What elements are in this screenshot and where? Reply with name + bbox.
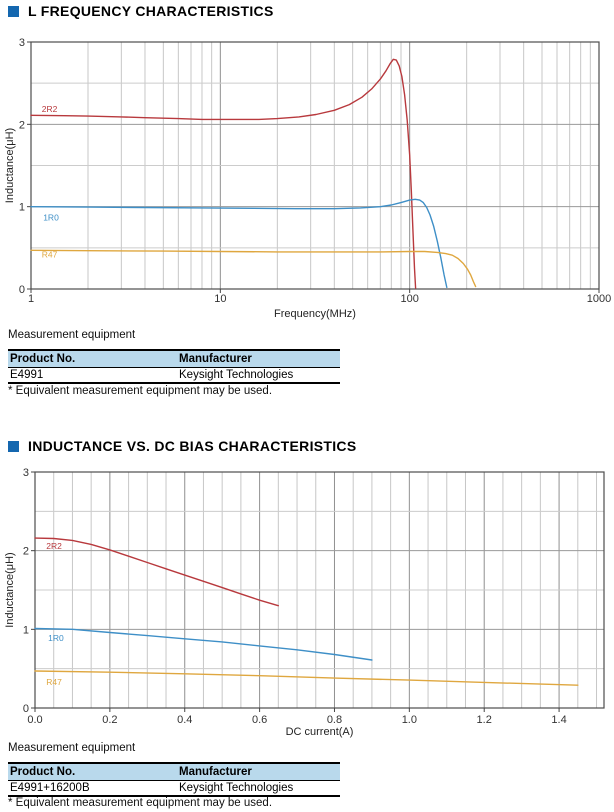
section-title-text: L FREQUENCY CHARACTERISTICS [28,3,274,19]
x-axis-title: DC current(A) [286,726,354,738]
column-header-product-no: Product No. [10,766,76,778]
y-tick-label: 2 [19,119,25,131]
manufacturer-cell: Keysight Technologies [179,782,294,794]
dc-bias-chart: 0 1 2 3 0.0 0.2 0.4 0.6 0.8 1.0 1.2 1.4 DC current(A… [4,467,605,738]
series-curve-2R2 [30,58,417,289]
x-tick-label: 100 [400,293,418,305]
table-row: E4991 Keysight Technologies [8,368,340,384]
x-tick-label: 0.6 [252,714,267,726]
series-label-R47: R47 [46,677,62,687]
column-header-product-no: Product No. [10,353,76,365]
plot-border [30,41,600,290]
series-label-2R2: 2R2 [46,541,62,551]
y-tick-label: 3 [23,467,29,479]
measurement-equipment-label: Measurement equipment [8,329,136,341]
product-no-cell: E4991+16200B [10,782,90,794]
plot-border [34,471,605,709]
x-tick-label: 1.0 [402,714,417,726]
equipment-footnote: * Equivalent measurement equipment may b… [8,385,273,397]
y-tick-label: 0 [23,703,29,715]
section-title-dc-bias: INDUCTANCE VS. DC BIAS CHARACTERISTICS [8,438,357,454]
y-tick-label: 2 [23,546,29,558]
section-marker-icon [8,440,19,452]
y-tick-label: 1 [23,624,29,636]
x-tick-label: 1000 [587,293,611,305]
y-axis-title: Inductance(μH) [4,552,16,627]
y-tick-label: 3 [19,37,25,49]
series-label-1R0: 1R0 [43,213,59,223]
x-tick-label: 1.2 [477,714,492,726]
y-tick-label: 1 [19,202,25,214]
series-curve-2R2 [34,537,279,607]
equipment-table-1: Product No. Manufacturer E4991 Keysight … [8,349,340,384]
x-tick-label: 1 [28,293,34,305]
series-curve-1R0 [34,627,373,661]
x-tick-label: 10 [214,293,226,305]
x-tick-label: 0.8 [327,714,342,726]
table-header-row: Product No. Manufacturer [8,350,340,368]
manufacturer-cell: Keysight Technologies [179,369,294,381]
section-marker-icon [8,5,19,17]
equipment-table-2: Product No. Manufacturer E4991+16200B Ke… [8,762,340,797]
section-title-l-frequency: L FREQUENCY CHARACTERISTICS [8,3,274,19]
product-no-cell: E4991 [10,369,44,381]
x-tick-label: 1.4 [551,714,566,726]
x-tick-label: 0.0 [27,714,42,726]
table-header-row: Product No. Manufacturer [8,763,340,781]
x-axis-title: Frequency(MHz) [274,308,356,320]
series-curve-R47 [34,670,579,686]
y-axis-title: Inductance(μH) [4,128,16,203]
series-curve-1R0 [30,198,448,289]
column-header-manufacturer: Manufacturer [179,353,252,365]
x-tick-label: 0.4 [177,714,192,726]
series-label-2R2: 2R2 [42,104,58,114]
column-header-manufacturer: Manufacturer [179,766,252,778]
y-tick-label: 0 [19,284,25,296]
section-title-text: INDUCTANCE VS. DC BIAS CHARACTERISTICS [28,438,357,454]
measurement-equipment-label: Measurement equipment [8,742,136,754]
equipment-footnote: * Equivalent measurement equipment may b… [8,797,273,809]
x-tick-label: 0.2 [102,714,117,726]
series-curve-R47 [30,249,477,288]
series-label-1R0: 1R0 [48,633,64,643]
table-row: E4991+16200B Keysight Technologies [8,781,340,797]
series-label-R47: R47 [42,250,58,260]
